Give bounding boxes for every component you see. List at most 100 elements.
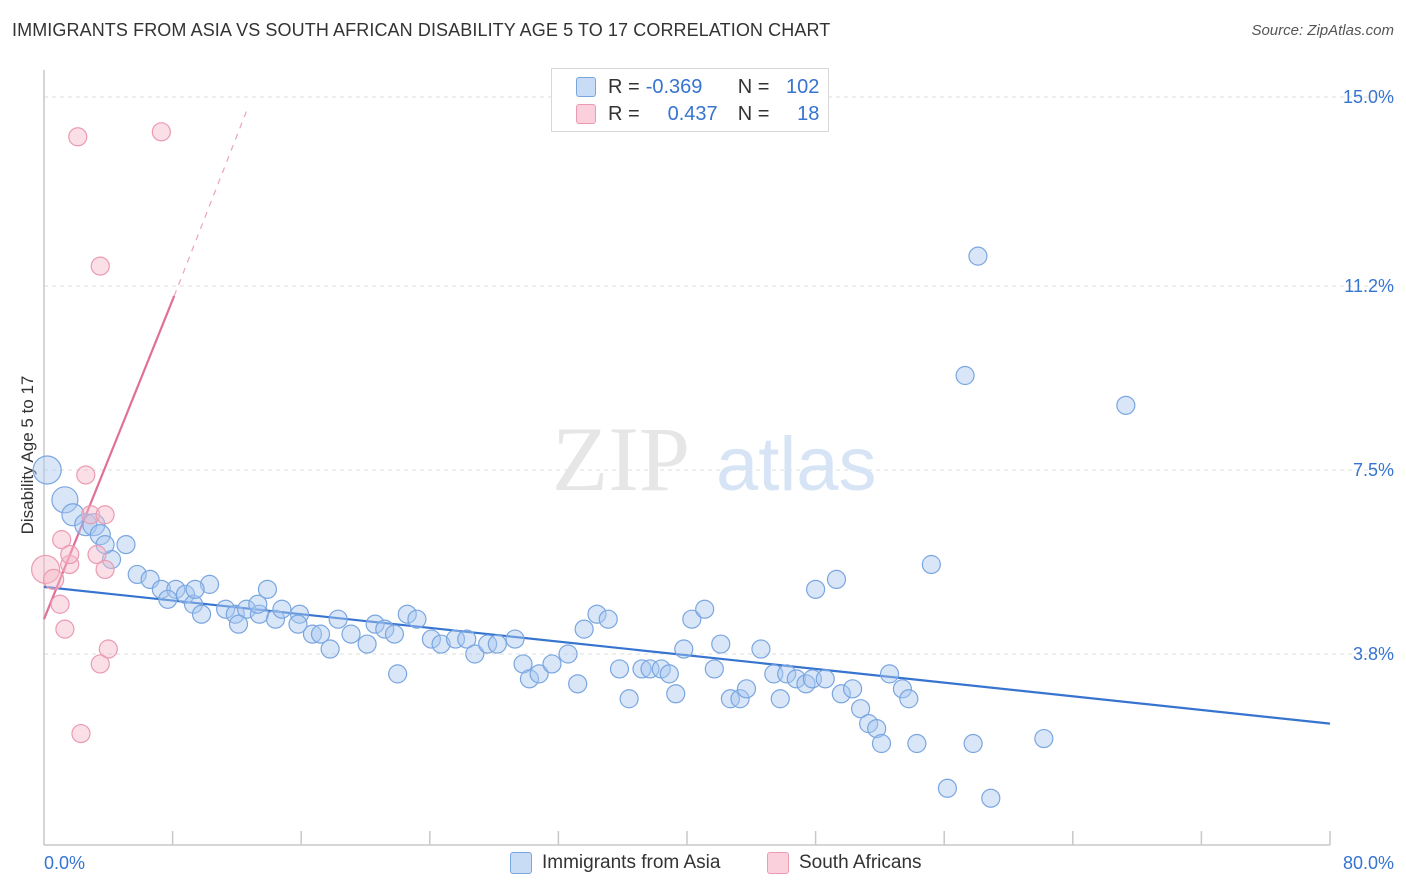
- legend-row-asia: R = -0.369 N = 102: [576, 75, 819, 99]
- point-asia: [867, 718, 887, 739]
- point-south-africans: [50, 594, 70, 614]
- gridlines: [44, 96, 1392, 655]
- y-tick-label: 11.2%: [1344, 276, 1394, 296]
- point-asia: [558, 644, 578, 664]
- point-asia: [388, 664, 408, 684]
- point-asia: [609, 659, 630, 679]
- point-asia: [357, 634, 377, 654]
- point-asia: [216, 599, 236, 619]
- point-asia: [542, 654, 562, 674]
- point-asia: [899, 689, 919, 709]
- point-asia: [431, 634, 451, 654]
- point-asia: [191, 604, 212, 624]
- trend-lines: [42, 106, 1331, 725]
- swatch-pink: [576, 104, 596, 124]
- legend-label-asia: Immigrants from Asia: [542, 852, 721, 873]
- r-label: R =: [608, 102, 640, 125]
- point-south-africans: [81, 505, 101, 525]
- point-asia: [955, 365, 975, 386]
- x-tick-label-min: 0.0%: [44, 853, 85, 873]
- point-south-africans: [90, 654, 110, 674]
- trend-line-asia: [43, 585, 1331, 725]
- legend-label-south-africans: South Africans: [799, 852, 922, 873]
- point-asia: [465, 644, 485, 664]
- legend-item-south-africans[interactable]: South Africans: [767, 852, 922, 874]
- point-south-africans: [55, 619, 75, 639]
- point-asia: [1116, 395, 1136, 415]
- point-asia: [384, 624, 405, 644]
- point-asia: [968, 246, 988, 266]
- r-value: -0.369: [645, 75, 703, 98]
- r-value: 0.437: [667, 102, 718, 125]
- point-asia: [288, 614, 308, 634]
- point-asia: [272, 599, 292, 619]
- point-asia: [407, 609, 427, 629]
- point-asia: [302, 624, 323, 644]
- point-asia: [505, 629, 525, 649]
- point-asia: [529, 664, 549, 684]
- point-asia: [786, 669, 806, 689]
- point-asia: [574, 619, 594, 639]
- point-asia: [457, 629, 477, 649]
- point-asia: [248, 594, 268, 614]
- point-asia: [720, 689, 741, 709]
- watermark-zip: ZIP: [552, 408, 690, 510]
- n-label: N =: [737, 75, 770, 98]
- point-asia: [981, 788, 1001, 808]
- point-asia: [328, 609, 348, 629]
- point-south-africans: [76, 465, 96, 485]
- point-asia: [89, 524, 111, 546]
- point-asia: [265, 609, 286, 629]
- point-south-africans: [98, 639, 118, 659]
- legend-item-asia[interactable]: Immigrants from Asia: [510, 852, 720, 874]
- point-south-africans: [43, 568, 65, 591]
- point-asia: [151, 579, 171, 599]
- point-asia: [907, 733, 927, 754]
- point-asia: [478, 634, 498, 654]
- point-asia: [937, 778, 958, 798]
- n-label: N =: [737, 102, 770, 125]
- point-south-africans: [90, 256, 110, 276]
- point-asia: [871, 733, 892, 754]
- point-asia: [704, 659, 724, 679]
- point-south-africans: [31, 554, 61, 585]
- point-south-africans: [68, 127, 88, 147]
- point-asia: [619, 689, 639, 709]
- point-asia: [892, 679, 913, 699]
- point-asia: [842, 679, 863, 699]
- trend-line-south-africans: [42, 295, 176, 620]
- point-asia: [175, 584, 196, 604]
- point-asia: [831, 684, 851, 704]
- point-asia: [666, 684, 686, 704]
- point-south-africans: [151, 122, 171, 142]
- point-asia: [674, 639, 694, 659]
- chart-title: IMMIGRANTS FROM ASIA VS SOUTH AFRICAN DI…: [12, 20, 831, 40]
- point-south-africans: [60, 544, 80, 565]
- point-asia: [682, 609, 702, 629]
- point-asia: [659, 664, 679, 684]
- point-asia: [375, 619, 395, 639]
- x-tick-label-max: 80.0%: [1343, 853, 1394, 873]
- point-asia: [826, 569, 847, 590]
- point-asia: [711, 634, 731, 654]
- axes: [43, 70, 1331, 846]
- point-asia: [777, 664, 797, 684]
- point-asia: [736, 679, 757, 699]
- source-label: Source: ZipAtlas.com: [1251, 22, 1394, 39]
- swatch-pink: [767, 852, 789, 874]
- point-south-africans: [71, 723, 91, 744]
- point-asia: [199, 574, 220, 594]
- stats-legend: R = -0.369 N = 102 R = 0.437 N = 18: [551, 68, 829, 132]
- swatch-blue: [510, 852, 532, 874]
- point-asia: [487, 634, 507, 654]
- point-asia: [365, 614, 385, 634]
- legend-row-south-african: R = 0.437 N = 18: [576, 102, 819, 126]
- point-asia: [166, 579, 186, 599]
- point-asia: [310, 624, 331, 644]
- y-tick-label: 15.0%: [1343, 87, 1394, 107]
- point-asia: [116, 534, 136, 555]
- point-asia: [921, 554, 941, 575]
- point-asia: [632, 659, 652, 679]
- point-asia: [341, 624, 361, 644]
